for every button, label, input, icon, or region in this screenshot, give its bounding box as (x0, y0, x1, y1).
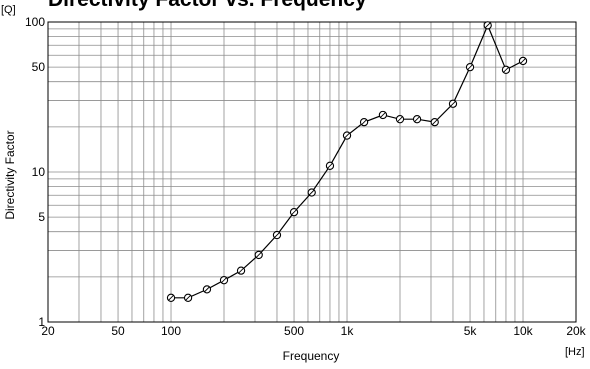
data-point-slash (484, 22, 491, 29)
y-tick-label: 5 (38, 210, 45, 224)
y-unit-label: [Q] (1, 4, 16, 16)
data-point-slash (308, 189, 315, 196)
data-point (518, 56, 528, 66)
data-point-slash (168, 294, 174, 301)
x-tick-label: 100 (161, 324, 181, 338)
x-axis-label: Frequency (283, 349, 340, 363)
data-point (412, 115, 422, 124)
data-point (236, 266, 246, 275)
data-point (483, 21, 492, 30)
data-point-slash (361, 119, 367, 125)
data-point (202, 285, 212, 294)
data-point-slash (185, 294, 191, 301)
x-tick-label: 20 (41, 324, 55, 338)
y-tick-labels: 1 5 10 50 100 (25, 15, 45, 329)
data-point-slash (204, 286, 210, 293)
grid (47, 21, 577, 323)
y-axis-label: Directivity Factor (3, 130, 17, 219)
y-tick-label: 50 (32, 60, 46, 74)
data-point (254, 250, 263, 260)
data-point-slash (274, 232, 280, 238)
data-point (289, 207, 299, 217)
data-point (378, 110, 388, 120)
data-point (325, 161, 335, 170)
data-point (395, 115, 405, 124)
data-point-slash (327, 162, 333, 169)
y-tick-label: 100 (25, 15, 45, 29)
data-point (342, 131, 352, 140)
data-point-slash (221, 277, 227, 284)
data-point (501, 65, 511, 74)
x-tick-label: 50 (111, 324, 125, 338)
plot-frame (47, 21, 577, 323)
data-point (448, 99, 458, 108)
data-point-slash (344, 132, 350, 139)
data-point-slash (255, 252, 262, 258)
data-point-slash (431, 119, 438, 125)
plot-area (166, 21, 528, 302)
data-point (359, 117, 369, 127)
data-point (465, 63, 475, 72)
data-point-slash (397, 116, 403, 122)
data-point-slash (467, 64, 473, 70)
data-point-slash (238, 267, 244, 274)
y-tick-label: 10 (32, 165, 46, 179)
x-tick-labels: 20 50 100 500 1k 5k 10k 20k (41, 324, 586, 338)
data-point (183, 293, 193, 302)
x-unit-label: [Hz] (565, 346, 585, 358)
data-point (272, 230, 282, 240)
data-point-slash (450, 100, 456, 107)
data-point-slash (291, 209, 297, 215)
x-tick-label: 500 (284, 324, 304, 338)
x-tick-label: 20k (566, 324, 586, 338)
y-tick-label: 1 (38, 315, 45, 329)
data-point (307, 188, 316, 197)
data-point-slash (520, 58, 526, 64)
data-point (430, 117, 439, 127)
data-point (219, 276, 229, 285)
data-point-slash (414, 116, 420, 122)
data-point-slash (380, 112, 386, 118)
data-point (166, 293, 176, 302)
x-tick-label: 1k (341, 324, 355, 338)
x-tick-label: 5k (464, 324, 478, 338)
chart-title: Directivity Factor vs. Frequency (48, 0, 367, 11)
data-point-slash (503, 66, 509, 73)
x-tick-label: 10k (513, 324, 533, 338)
